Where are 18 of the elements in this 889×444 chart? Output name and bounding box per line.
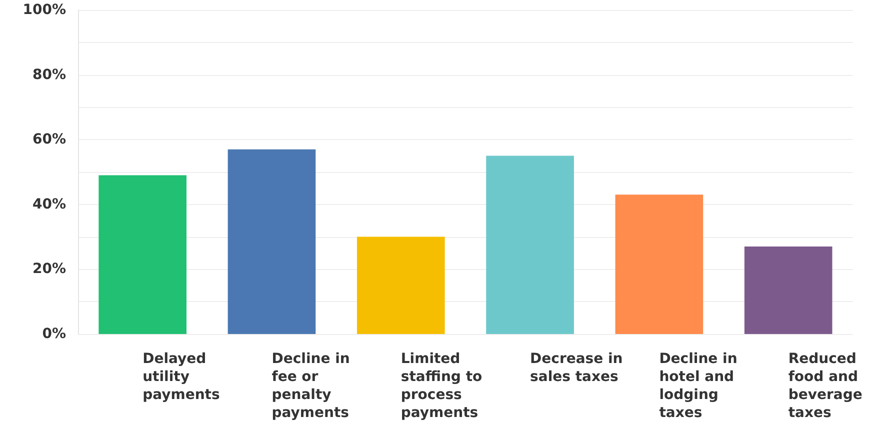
y-tick-label: 40% [32,196,66,212]
x-tick-label: Delayed utility payments [142,351,220,403]
x-tick-label: Decline in fee or penalty payments [272,351,355,421]
x-tick-label: Decline in hotel and lodging taxes [659,351,742,421]
bar [744,246,832,334]
bar [615,194,704,334]
y-tick-label: 100% [22,2,66,18]
y-tick-label: 60% [32,132,66,148]
bar [228,149,316,334]
x-tick-label: Limited staffing to process payments [400,351,488,421]
y-tick-label: 80% [32,66,66,83]
y-tick-label: 20% [32,261,66,278]
x-tick-label: Reduced food and beverage taxes [788,351,868,421]
y-tick-label: 0% [42,326,66,342]
bar [98,175,186,334]
bar [356,236,445,334]
bar [486,156,574,334]
x-tick-label: Decrease in sales taxes [530,351,628,385]
